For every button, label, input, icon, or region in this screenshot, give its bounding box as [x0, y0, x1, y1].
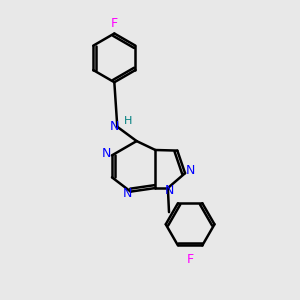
Text: F: F	[187, 253, 194, 266]
Text: N: N	[110, 120, 120, 133]
Text: N: N	[102, 147, 111, 161]
Text: N: N	[122, 188, 132, 200]
Text: N: N	[186, 164, 195, 177]
Text: N: N	[165, 184, 174, 197]
Text: H: H	[124, 116, 132, 127]
Text: F: F	[111, 17, 118, 30]
